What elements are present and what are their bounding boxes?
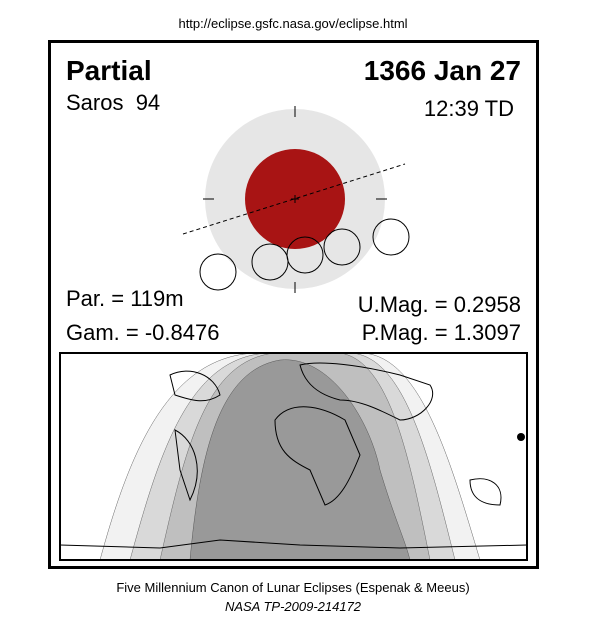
saros: Saros 94 <box>66 90 160 115</box>
gam: Gam. = -0.8476 <box>66 320 219 345</box>
world-map <box>59 352 528 561</box>
pmag: P.Mag. = 1.3097 <box>362 320 521 345</box>
footer-title: Five Millennium Canon of Lunar Eclipses … <box>116 580 469 595</box>
frame <box>48 40 539 569</box>
eclipse-diagram <box>182 106 410 293</box>
moon-positions <box>199 106 410 293</box>
moon-path <box>182 163 406 235</box>
url: http://eclipse.gsfc.nasa.gov/eclipse.htm… <box>178 16 407 31</box>
eclipse-type: Partial <box>66 55 152 86</box>
footer-ref: NASA TP-2009-214172 <box>225 599 362 614</box>
umag: U.Mag. = 0.2958 <box>358 292 521 317</box>
time: 12:39 TD <box>424 96 514 121</box>
date: 1366 Jan 27 <box>364 55 521 86</box>
par: Par. = 119m <box>66 286 184 311</box>
